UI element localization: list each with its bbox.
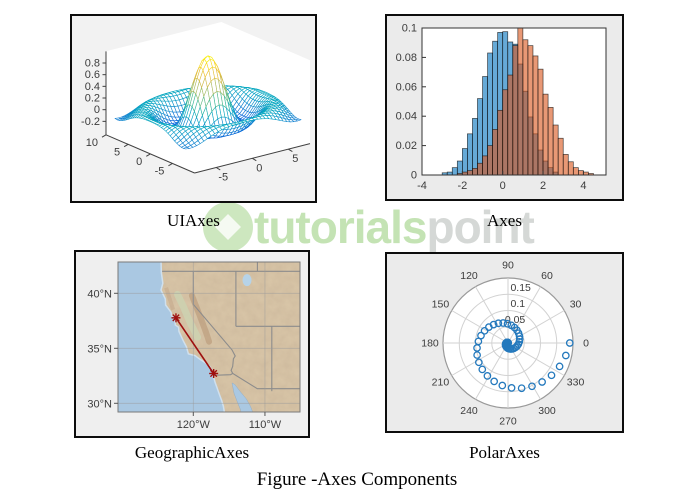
svg-text:110°W: 110°W xyxy=(249,419,282,431)
svg-text:30: 30 xyxy=(570,299,582,311)
polar-spiral-chart: 0 30 60 90 120 150 180 210 240 270 300 330 0.05 0.1 0.… xyxy=(387,254,622,431)
svg-text:30°N: 30°N xyxy=(87,398,112,410)
svg-text:0.15: 0.15 xyxy=(510,282,531,294)
svg-text:40°N: 40°N xyxy=(87,288,112,300)
svg-text:0.05: 0.05 xyxy=(505,314,526,326)
label-polaraxes: PolarAxes xyxy=(469,443,540,462)
panel-uiaxes: -0.2 0 0.2 0.4 0.6 0.8 10 5 0 -5 -5 0 5 xyxy=(70,14,317,203)
svg-text:60: 60 xyxy=(541,270,553,282)
svg-text:2: 2 xyxy=(540,180,546,192)
svg-text:5: 5 xyxy=(292,153,298,165)
svg-text:0: 0 xyxy=(500,180,506,192)
panel-geographicaxes: 40°N 35°N 30°N 120°W 110°W xyxy=(74,250,310,438)
svg-text:-5: -5 xyxy=(155,165,165,177)
svg-text:0: 0 xyxy=(256,162,262,174)
svg-text:0.4: 0.4 xyxy=(85,81,100,93)
axes-histogram-chart: -4 -2 0 2 4 0 0.02 0.04 0.06 0.08 0.1 xyxy=(387,16,622,199)
svg-text:0: 0 xyxy=(136,156,142,168)
svg-text:0.04: 0.04 xyxy=(396,111,417,123)
svg-text:0: 0 xyxy=(583,338,589,350)
svg-text:270: 270 xyxy=(499,416,517,428)
tutorialspoint-logo-icon xyxy=(203,202,253,252)
watermark-text-gray: point xyxy=(426,201,534,253)
svg-text:4: 4 xyxy=(580,180,586,192)
svg-text:5: 5 xyxy=(114,146,120,158)
svg-text:330: 330 xyxy=(567,377,585,389)
uiaxes-mesh-chart: -0.2 0 0.2 0.4 0.6 0.8 10 5 0 -5 -5 0 5 xyxy=(72,16,315,201)
svg-text:240: 240 xyxy=(460,405,478,417)
label-uiaxes: UIAxes xyxy=(167,211,220,230)
svg-text:0.1: 0.1 xyxy=(402,23,417,35)
watermark-text-green: tutorials xyxy=(254,201,427,253)
svg-text:90: 90 xyxy=(502,260,514,272)
svg-text:0.8: 0.8 xyxy=(85,58,100,70)
svg-text:120: 120 xyxy=(460,270,478,282)
svg-text:0.1: 0.1 xyxy=(511,298,526,310)
label-axes: Axes xyxy=(487,211,522,230)
geographic-map-chart: 40°N 35°N 30°N 120°W 110°W xyxy=(76,252,308,436)
panel-axes: -4 -2 0 2 4 0 0.02 0.04 0.06 0.08 0.1 xyxy=(385,14,624,201)
svg-text:10: 10 xyxy=(86,137,98,149)
svg-text:0.06: 0.06 xyxy=(396,81,417,93)
svg-text:0.08: 0.08 xyxy=(396,52,417,64)
svg-text:-0.2: -0.2 xyxy=(81,116,100,128)
svg-text:-5: -5 xyxy=(218,172,228,184)
panel-polaraxes: 0 30 60 90 120 150 180 210 240 270 300 330 0.05 0.1 0.… xyxy=(385,252,624,433)
svg-text:180: 180 xyxy=(421,338,439,350)
svg-text:150: 150 xyxy=(432,299,450,311)
svg-text:0.2: 0.2 xyxy=(85,93,100,105)
svg-text:35°N: 35°N xyxy=(87,343,112,355)
svg-text:0.02: 0.02 xyxy=(396,140,417,152)
svg-text:-2: -2 xyxy=(457,180,467,192)
svg-text:120°W: 120°W xyxy=(177,419,211,431)
tutorialspoint-watermark: tutorials point xyxy=(202,200,535,254)
svg-text:210: 210 xyxy=(432,377,450,389)
svg-text:-4: -4 xyxy=(417,180,427,192)
svg-text:0: 0 xyxy=(411,170,417,182)
svg-text:0: 0 xyxy=(94,104,100,116)
svg-text:0.6: 0.6 xyxy=(85,69,100,81)
figure-caption: Figure -Axes Components xyxy=(256,469,458,490)
label-geographicaxes: GeographicAxes xyxy=(134,443,250,462)
svg-text:300: 300 xyxy=(538,405,556,417)
